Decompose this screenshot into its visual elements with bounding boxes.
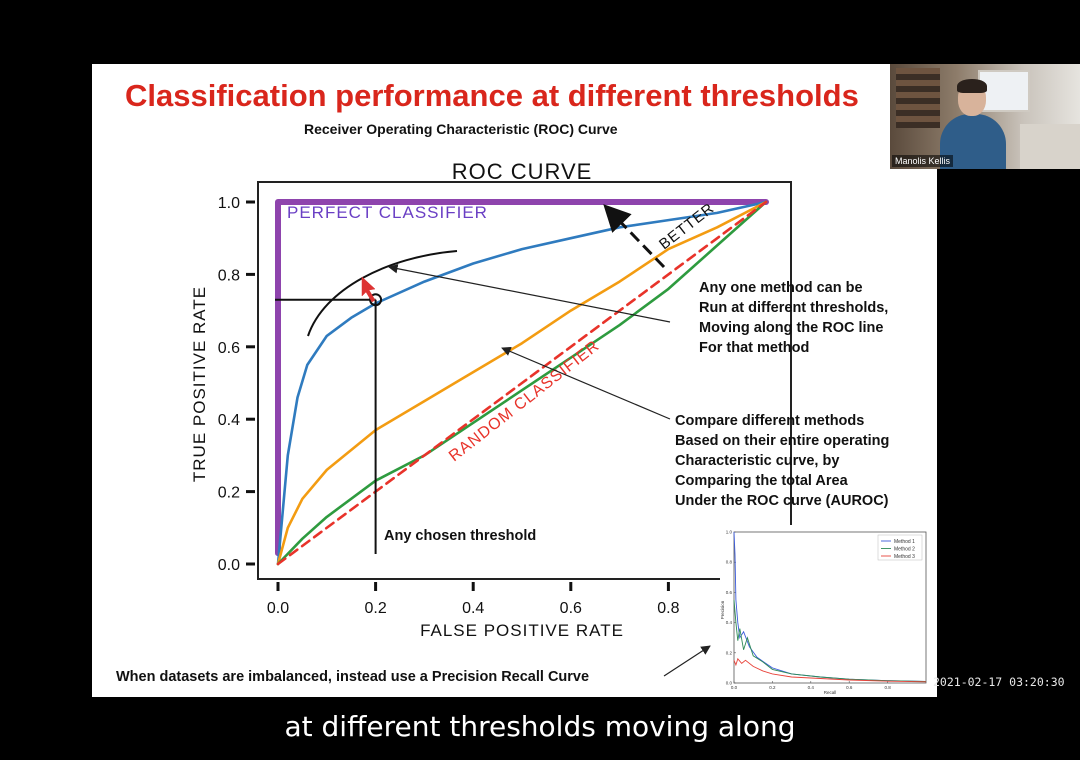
pr-x-tick-label: 0.2 <box>769 685 776 690</box>
recording-timestamp: 2021-02-17 03:20:30 <box>933 675 1065 689</box>
annotation-imbalanced: When datasets are imbalanced, instead us… <box>116 669 590 685</box>
y-tick-label: 0.6 <box>218 340 240 357</box>
annotation-line: Run at different thresholds, <box>699 300 889 316</box>
slide-subtitle: Receiver Operating Characteristic (ROC) … <box>304 121 618 137</box>
method-1-roc-line <box>276 200 768 566</box>
y-tick-label: 0.2 <box>218 485 240 502</box>
perfect-classifier-line <box>275 199 769 557</box>
x-tick-label: 0.6 <box>560 600 582 617</box>
pr-x-tick-label: 0.8 <box>884 685 891 690</box>
annotation-line: Based on their entire operating <box>675 433 890 449</box>
webcam-feed: Manolis Kellis <box>890 64 1080 169</box>
y-axis-label: TRUE POSITIVE RATE <box>190 286 209 482</box>
pr-x-tick-label: 0.6 <box>846 685 853 690</box>
x-tick-label: 0.8 <box>657 600 679 617</box>
couch-image <box>1020 124 1080 169</box>
pr-y-tick-label: 0.4 <box>726 620 733 625</box>
pr-y-axis-label: Precision <box>720 600 725 619</box>
pr-y-tick-label: 0.6 <box>726 590 733 595</box>
perfect-classifier-label: PERFECT CLASSIFIER <box>287 203 488 222</box>
annotation-one-method: Any one method can be Run at different t… <box>699 278 888 358</box>
pr-y-tick-label: 0.8 <box>726 560 733 565</box>
slide: Classification performance at different … <box>92 64 937 697</box>
annotation-line: Moving along the ROC line <box>699 320 884 336</box>
annotation-arrow-pr-curve <box>663 645 711 677</box>
annotation-arrow-one-method <box>388 263 671 323</box>
method-2-roc-line <box>276 200 768 566</box>
window-image <box>978 70 1030 112</box>
annotation-line: Compare different methods <box>675 413 865 429</box>
annotation-compare-methods: Compare different methods Based on their… <box>675 411 889 511</box>
roc-chart-title: ROC CURVE <box>452 159 593 184</box>
annotation-line: Any one method can be <box>699 280 863 296</box>
pr-y-tick-label: 0.2 <box>726 650 733 655</box>
annotation-line: Characteristic curve, by <box>675 453 840 469</box>
y-tick-label: 0.8 <box>218 267 240 284</box>
speaker-name-label: Manolis Kellis <box>892 155 954 167</box>
bookshelf-image <box>896 68 940 128</box>
pr-series-line-method-2 <box>733 599 927 682</box>
better-label: BETTER <box>656 200 718 254</box>
pr-y-tick-label: 0.0 <box>726 681 733 686</box>
pr-legend-label: Method 3 <box>894 554 915 560</box>
random-classifier-label: RANDOM CLASSIFIER <box>446 337 603 465</box>
subtitle-caption: at different thresholds moving along <box>284 710 796 743</box>
slide-title: Classification performance at different … <box>125 78 859 113</box>
pr-series-line-method-3 <box>733 657 927 683</box>
method-3-roc-line <box>276 200 768 566</box>
pr-x-tick-label: 0.0 <box>731 685 738 690</box>
pr-legend-label: Method 2 <box>894 546 915 552</box>
precision-recall-inset: 0.0 0.2 0.4 0.6 0.8 0.0 0.2 0.4 0.6 0.8 1.0 Recall P… <box>720 525 937 697</box>
annotation-line: For that method <box>699 340 810 356</box>
x-axis-label: FALSE POSITIVE RATE <box>420 621 624 640</box>
x-tick-label: 0.2 <box>364 600 386 617</box>
pr-y-tick-label: 1.0 <box>726 530 733 535</box>
pr-x-axis-label: Recall <box>824 690 837 695</box>
annotation-line: Comparing the total Area <box>675 473 848 489</box>
x-tick-label: 0.4 <box>462 600 484 617</box>
annotation-chosen-threshold: Any chosen threshold <box>384 528 537 544</box>
annotation-line: Under the ROC curve (AUROC) <box>675 493 889 509</box>
x-tick-label: 0.0 <box>267 600 289 617</box>
precision-recall-chart: 0.0 0.2 0.4 0.6 0.8 0.0 0.2 0.4 0.6 0.8 1.0 Recall P… <box>720 530 927 695</box>
roc-chart: ROC CURVE 0.0 0.2 0.4 0.6 0.8 0.0 0.2 0.4 0.6 0.8 1… <box>190 159 792 677</box>
better-arrow <box>603 204 666 269</box>
y-tick-label: 1.0 <box>218 195 240 212</box>
threshold-point-marker <box>369 293 383 307</box>
random-classifier-line <box>276 200 768 566</box>
cursor-pointer-icon <box>361 276 376 303</box>
pr-x-tick-label: 0.4 <box>808 685 815 690</box>
roc-plot-frame <box>257 181 792 580</box>
y-tick-label: 0.0 <box>218 557 240 574</box>
threshold-sweep-arc <box>307 250 458 337</box>
annotation-arrow-compare <box>501 346 671 420</box>
y-tick-label: 0.4 <box>218 412 240 429</box>
pr-legend-label: Method 1 <box>894 539 915 545</box>
speaker-hair <box>957 79 987 93</box>
